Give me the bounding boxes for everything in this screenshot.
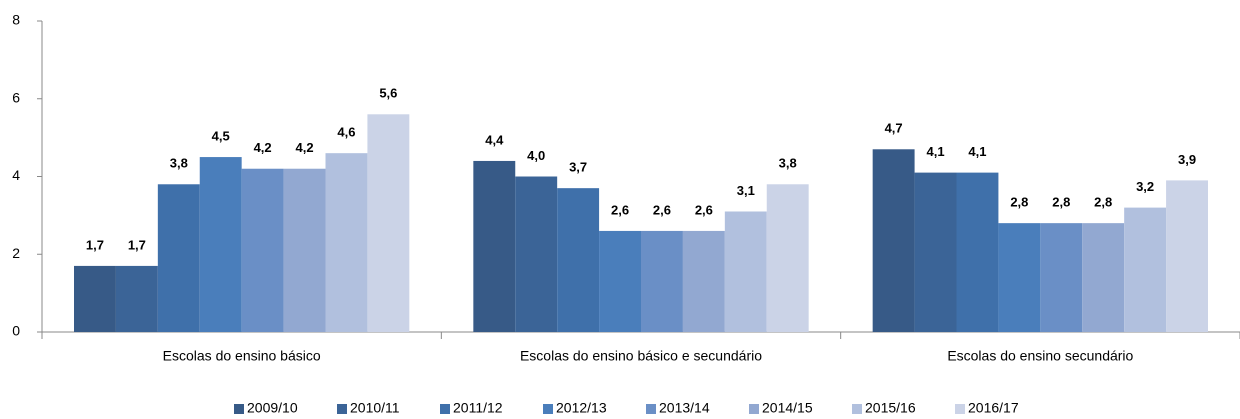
value-label: 1,7 [128,237,146,252]
value-label: 2,8 [1052,195,1070,210]
bar [1082,223,1125,332]
legend-label: 2014/15 [762,400,813,416]
value-label: 1,7 [86,237,104,252]
legend-label: 2011/12 [453,400,503,416]
bar [766,184,809,332]
bar [872,149,915,332]
value-label: 3,9 [1178,152,1196,167]
value-label: 4,7 [885,121,903,136]
value-label: 4,1 [968,144,986,159]
legend-swatch [852,404,862,414]
value-label: 4,0 [527,148,545,163]
bar [325,153,368,332]
bar [283,168,326,332]
x-tick-label: Escolas do ensino básico [163,348,321,364]
legend-label: 2013/14 [659,400,710,416]
bar [157,184,200,332]
bar [115,265,158,332]
value-label: 3,8 [779,156,797,171]
value-label: 3,1 [737,183,755,198]
bar [1166,180,1208,332]
value-label: 2,6 [653,202,671,217]
value-label: 4,4 [485,132,504,147]
legend-swatch [337,404,347,414]
bar [641,230,683,332]
value-label: 4,2 [254,140,272,155]
bar [1040,223,1083,332]
bar [515,176,558,332]
value-label: 3,2 [1136,179,1154,194]
value-label: 4,1 [927,144,945,159]
value-label: 2,6 [695,202,713,217]
bar [557,188,600,332]
bar [241,168,284,332]
legend-label: 2010/11 [350,400,400,416]
bar [599,230,641,332]
legend-swatch [440,404,450,414]
legend-swatch [646,404,656,414]
bar [998,223,1041,332]
bar [367,114,410,332]
legend-label: 2012/13 [556,400,607,416]
y-tick-label: 8 [12,12,20,28]
legend-label: 2016/17 [968,400,1019,416]
legend-swatch [955,404,965,414]
legend-label: 2015/16 [865,400,916,416]
bar [682,230,725,332]
x-tick-label: Escolas do ensino básico e secundário [520,348,762,364]
x-tick-label: Escolas do ensino secundário [947,348,1133,364]
legend-swatch [749,404,759,414]
legend-label: 2009/10 [247,400,298,416]
y-tick-label: 0 [12,323,20,339]
value-label: 2,6 [611,202,629,217]
bar [914,172,957,332]
value-label: 3,7 [569,160,587,175]
value-label: 3,8 [170,156,188,171]
y-tick-label: 2 [12,245,20,261]
bar [724,211,767,332]
legend-swatch [234,404,244,414]
bar [199,157,242,332]
bar [473,160,516,332]
value-label: 5,6 [379,86,397,101]
value-label: 2,8 [1094,195,1112,210]
value-label: 4,5 [212,129,230,144]
bar [956,172,999,332]
bar [1124,207,1167,332]
y-tick-label: 4 [12,167,20,183]
y-tick-label: 6 [12,89,20,105]
value-label: 4,2 [296,140,314,155]
legend-swatch [543,404,553,414]
value-label: 4,6 [337,125,355,140]
value-label: 2,8 [1010,195,1028,210]
bar [74,265,116,332]
